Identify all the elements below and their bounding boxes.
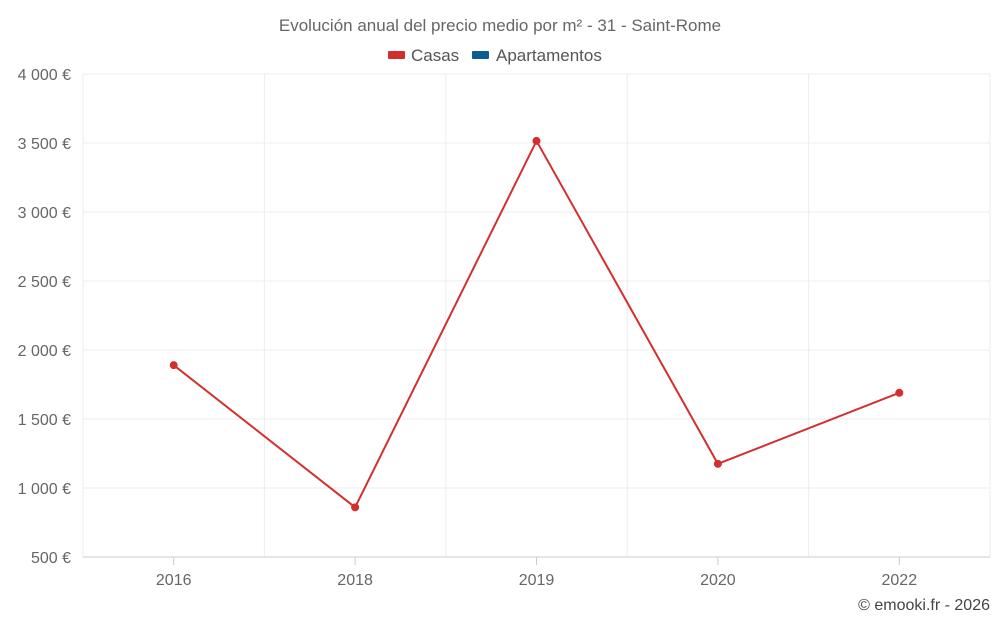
series-line-casas — [173, 139, 900, 509]
data-point-casas[interactable] — [895, 388, 904, 397]
legend: Casas Apartamentos — [388, 46, 602, 65]
y-tick-label: 2 000 € — [18, 343, 71, 360]
series-layer — [169, 136, 904, 512]
data-point-casas[interactable] — [713, 459, 722, 468]
credit-text: © emooki.fr - 2026 — [858, 597, 990, 614]
x-tick-label: 2016 — [156, 572, 192, 589]
x-gridlines — [82, 74, 991, 557]
x-tick-label: 2022 — [882, 572, 918, 589]
x-tick-label: 2020 — [700, 572, 736, 589]
data-point-casas[interactable] — [351, 503, 360, 512]
y-axis-ticks: 500 € 1 000 € 1 500 € 2 000 € 2 500 € 3 000 €… — [18, 67, 71, 567]
y-gridlines — [83, 73, 990, 489]
legend-swatch-apartamentos[interactable] — [472, 51, 489, 59]
x-tick-label: 2019 — [519, 572, 555, 589]
chart-title: Evolución anual del precio medio por m² … — [279, 16, 721, 35]
y-tick-label: 4 000 € — [18, 67, 71, 84]
data-point-casas[interactable] — [532, 136, 541, 145]
data-point-casas[interactable] — [169, 361, 178, 370]
y-tick-label: 1 000 € — [18, 481, 71, 498]
legend-label-casas[interactable]: Casas — [411, 46, 459, 65]
y-tick-label: 1 500 € — [18, 412, 71, 429]
x-tick-label: 2018 — [337, 572, 373, 589]
y-tick-label: 500 € — [31, 550, 71, 567]
y-tick-label: 3 500 € — [18, 136, 71, 153]
y-tick-label: 3 000 € — [18, 205, 71, 222]
y-tick-label: 2 500 € — [18, 274, 71, 291]
legend-swatch-casas[interactable] — [388, 51, 405, 59]
x-axis-ticks: 2016 2018 2019 2020 2022 — [156, 557, 917, 589]
legend-label-apartamentos[interactable]: Apartamentos — [496, 46, 602, 65]
